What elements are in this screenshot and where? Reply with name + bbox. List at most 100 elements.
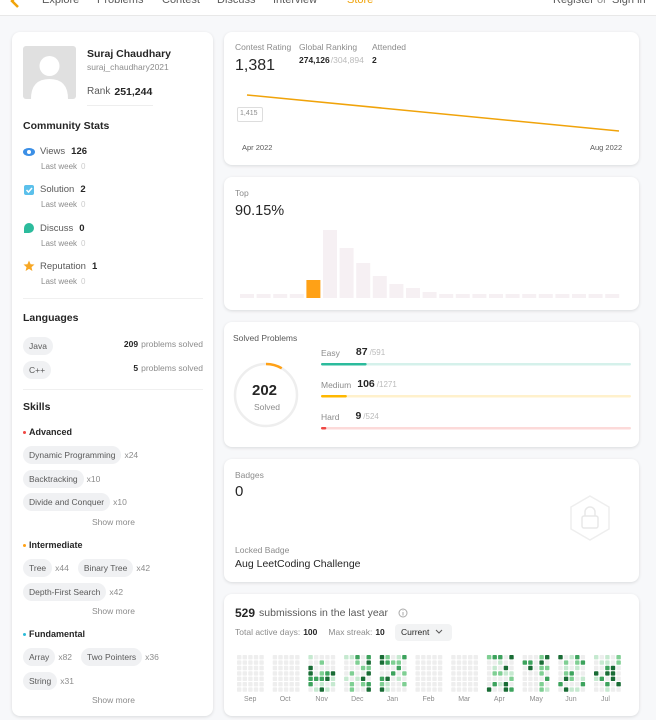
heatmap-cell [325,676,330,681]
nav-item[interactable]: Interview [273,0,318,6]
heatmap-cell [314,660,319,665]
show-more[interactable]: Show more [92,516,135,527]
heatmap-cell [330,660,336,665]
dropdown[interactable] [395,624,452,641]
heatmap-cell [456,660,462,665]
heatmap-cell [349,676,355,681]
nav-item[interactable]: Store [347,0,374,6]
heatmap-cell [295,665,300,671]
heatmap-cell [272,682,278,687]
skill-tag[interactable]: Binary Tree [77,559,134,577]
heatmap-cell [486,676,492,681]
row: Views 126 [40,145,87,159]
heatmap-cell [533,682,539,687]
heatmap-cell [580,660,586,665]
show-more[interactable]: Show more [92,695,135,705]
heatmap-cell [503,676,509,681]
heatmap-cell [498,676,503,681]
skill-count: x10 [113,497,127,507]
stat-label: Reputation [40,260,86,272]
skill-tag[interactable]: Tree [23,559,53,577]
histogram-bar [455,294,470,298]
heatmap-cell [432,655,437,660]
skill-tag[interactable]: Depth-First Search [23,582,107,601]
month-label: Jun [565,696,577,703]
skill-tag[interactable]: Dynamic Programming [23,446,122,464]
nav-item[interactable]: Explore [42,0,80,6]
skill-tag[interactable]: Divide and Conquer [23,493,111,511]
heatmap-cell [344,665,349,671]
skill-tag[interactable]: String [23,671,58,690]
heatmap-cell [415,682,420,687]
show-more[interactable]: Show more [92,606,135,616]
attended: 2 [372,55,377,65]
heatmap-cell [314,665,319,671]
heatmap-cell [533,676,539,681]
heatmap-cell [253,665,259,671]
heatmap-cell [456,687,462,692]
heatmap-cell [360,665,366,671]
heatmap-cell [391,671,396,676]
progress-fill [321,363,367,366]
heatmap-cell [473,687,478,692]
heatmap-cell [605,660,610,665]
nav-item[interactable]: Problems [97,0,144,6]
heatmap-cell [391,665,396,671]
heatmap-cell [283,665,289,671]
heatmap-cell [545,671,550,676]
heatmap-cell [462,665,467,671]
heatmap-cell [366,676,371,681]
counts: 87/591 [356,345,385,360]
reputation-icon [23,260,35,271]
row: Java [23,337,53,355]
row: Last week 0 [41,160,85,174]
label: Attended [372,42,407,52]
level-name: Easy [321,347,340,358]
row: Tree x44 Binary Tree x42 [23,559,156,577]
row: String x31 [23,671,80,690]
heatmap-cell [278,682,283,687]
heatmap-cell [396,655,401,660]
skill-count: x42 [136,563,151,573]
heatmap-cell [580,665,586,671]
heatmap-cell [289,660,294,665]
stat-label: Discuss [40,222,74,234]
heatmap-cell [349,682,355,687]
heatmap-cell [558,682,563,687]
histogram-bar [406,288,420,298]
heatmap-cell [432,660,437,665]
heatmap-cell [295,687,300,692]
heatmap-cell [349,665,355,671]
contest-card [224,32,639,165]
heatmap-cell [610,660,616,665]
heatmap-cell [492,687,497,692]
row: Discuss 0 [40,222,85,236]
heatmap-cell [468,655,473,660]
skill-tag[interactable]: Two Pointers [81,648,143,666]
label: Contest Rating [235,42,292,52]
heatmap-cell [379,665,385,671]
heatmap-cell [473,665,478,671]
heatmap-cell [492,671,497,676]
sign-in-link[interactable]: Sign in [612,0,646,6]
skill-tag[interactable]: Backtracking [23,469,84,488]
rating-line-chart [246,94,620,132]
skill-tag[interactable]: Array [23,648,56,666]
submission-count: 529 [235,606,256,620]
heatmap-cell [563,665,569,671]
streak: 10 [375,627,385,637]
heatmap-cell [278,660,283,665]
nav-item[interactable]: Discuss [217,0,256,6]
label: Badges [235,470,264,480]
heatmap-cell [462,687,467,692]
heatmap-cell [259,682,264,687]
dropdown-text[interactable]: Current [401,627,430,637]
heatmap-cell [599,665,604,671]
heatmap-cell [492,660,497,665]
heatmap-cell [344,660,349,665]
heatmap-cell [580,671,586,676]
register-link[interactable]: Register [553,0,594,6]
nav-item[interactable]: Contest [162,0,200,6]
heatmap-cell [248,671,253,676]
